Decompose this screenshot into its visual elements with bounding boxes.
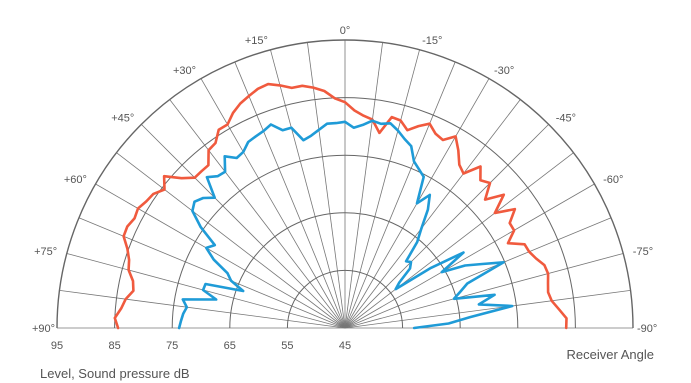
series-line-1 xyxy=(113,82,568,330)
radial-gridline xyxy=(344,124,549,329)
radial-gridline xyxy=(344,290,631,329)
radial-gridline xyxy=(169,99,346,329)
angle-tick-label: -60° xyxy=(603,174,623,186)
radial-tick-label: 65 xyxy=(224,340,236,352)
angle-tick-label: -30° xyxy=(494,65,514,77)
angle-tick-label: -45° xyxy=(556,112,576,124)
radial-gridline xyxy=(344,183,595,329)
angle-tick-labels: +90° +75° +60° +45° +30° +15° 0° -15° -30° -45° -6… xyxy=(32,25,657,335)
series-line-2 xyxy=(177,119,514,330)
radial-tick-label: 45 xyxy=(339,340,351,352)
ring-gridline xyxy=(56,39,634,329)
radial-gridlines xyxy=(57,40,633,329)
radial-gridline xyxy=(344,99,521,329)
angle-tick-label: +60° xyxy=(64,174,87,186)
angle-tick-label: -75° xyxy=(633,246,653,258)
radial-tick-label: 95 xyxy=(51,340,63,352)
angle-tick-label: -90° xyxy=(637,323,657,335)
radial-gridline xyxy=(344,61,456,329)
ring-gridline xyxy=(114,97,576,329)
radial-gridline xyxy=(344,152,574,329)
ring-gridline xyxy=(229,212,461,329)
angle-tick-label: +30° xyxy=(173,65,196,77)
angle-tick-label: 0° xyxy=(340,25,351,37)
radial-tick-label: 55 xyxy=(281,340,293,352)
series-layer xyxy=(113,82,568,330)
radial-gridline xyxy=(59,290,346,329)
radial-gridline xyxy=(200,78,346,329)
radial-gridline xyxy=(307,42,346,329)
radial-gridline xyxy=(270,49,346,329)
radial-gridline xyxy=(344,253,624,329)
radial-gridline xyxy=(234,61,346,329)
radial-gridline xyxy=(141,124,346,329)
radial-gridline xyxy=(344,217,612,329)
radial-gridline xyxy=(344,42,383,329)
x-axis-label: Level, Sound pressure dB xyxy=(40,366,190,381)
angle-tick-label: +75° xyxy=(34,246,57,258)
radial-tick-labels: 95 85 75 65 55 45 xyxy=(51,340,351,352)
angle-tick-label: +90° xyxy=(32,323,55,335)
radial-gridline xyxy=(95,183,346,329)
radial-gridline xyxy=(116,152,346,329)
radial-tick-label: 75 xyxy=(166,340,178,352)
ring-gridline xyxy=(171,154,519,329)
radial-gridline xyxy=(344,49,420,329)
angle-tick-label: +45° xyxy=(111,112,134,124)
angle-tick-label: +15° xyxy=(245,35,268,47)
angle-axis-label: Receiver Angle xyxy=(567,347,654,362)
radial-tick-label: 85 xyxy=(108,340,120,352)
angle-tick-label: -15° xyxy=(422,35,442,47)
ring-gridlines xyxy=(56,39,634,329)
ring-gridline xyxy=(286,269,404,329)
